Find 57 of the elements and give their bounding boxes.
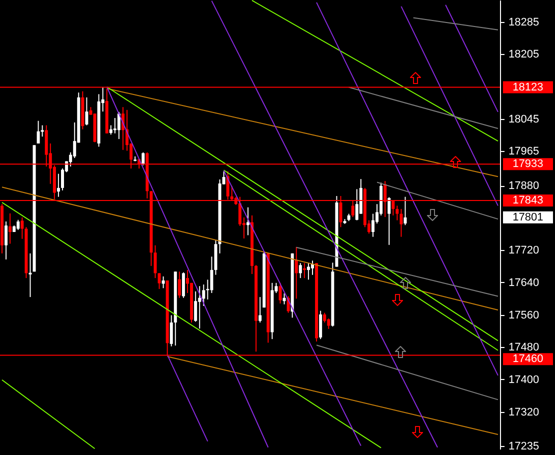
- candlestick: [162, 276, 165, 289]
- candlestick: [371, 213, 374, 238]
- candlestick: [311, 260, 314, 276]
- candlestick: [400, 208, 403, 238]
- ref-line-label: 18123: [512, 81, 544, 94]
- y-tick-label: 18205: [508, 48, 540, 61]
- y-tick-label: 17480: [508, 342, 540, 354]
- candlestick: [113, 118, 116, 134]
- candlestick: [85, 96, 88, 126]
- candlestick: [258, 296, 262, 324]
- candlestick: [319, 310, 322, 340]
- candlestick: [210, 256, 214, 294]
- ref-line-label: 17933: [512, 158, 544, 170]
- candlestick: [142, 152, 145, 166]
- y-tick-label: 17965: [508, 146, 540, 158]
- candlestick: [154, 244, 157, 279]
- candlestick: [282, 292, 286, 305]
- candlestick: [355, 188, 358, 221]
- candlestick: [306, 262, 310, 280]
- candlestick: [388, 196, 391, 246]
- candlestick: [198, 286, 202, 330]
- candlestick: [396, 205, 399, 221]
- ref-line-label: 17843: [512, 194, 544, 206]
- candlestick: [4, 220, 8, 260]
- y-tick-label: 17720: [508, 244, 540, 257]
- candlestick: [182, 272, 185, 298]
- text: 17801: [512, 211, 544, 224]
- y-tick-label: 18045: [508, 113, 540, 126]
- y-tick-label: 17560: [508, 309, 540, 322]
- candlestick: [294, 246, 298, 300]
- candlestick: [404, 196, 407, 226]
- ref-line-label: 17460: [512, 353, 544, 366]
- candlestick: [158, 272, 161, 290]
- candlestick: [170, 314, 173, 347]
- candlestick: [16, 219, 20, 230]
- candlestick: [117, 111, 120, 140]
- candlestick: [20, 216, 24, 240]
- candlestick: [327, 318, 330, 330]
- candlestick: [178, 271, 181, 298]
- y-tick-label: 17640: [508, 276, 540, 289]
- candlestick: [36, 120, 40, 144]
- candlestick: [109, 124, 112, 136]
- candlestick: [202, 284, 206, 306]
- candlestick: [8, 212, 12, 244]
- candlestick: [194, 290, 198, 322]
- candlestick: [278, 282, 282, 304]
- candlestick: [40, 124, 44, 138]
- y-tick-label: 17400: [508, 374, 540, 386]
- candlestick: [323, 312, 326, 324]
- candlestick: [28, 252, 32, 298]
- candlestick: [298, 262, 302, 279]
- candlestick: [56, 173, 60, 198]
- y-tick-label: 17880: [508, 180, 540, 192]
- y-tick-label: 17235: [508, 440, 540, 453]
- candlestick: [302, 262, 306, 279]
- y-tick-label: 17320: [508, 406, 540, 418]
- y-tick-label: 18285: [508, 16, 540, 28]
